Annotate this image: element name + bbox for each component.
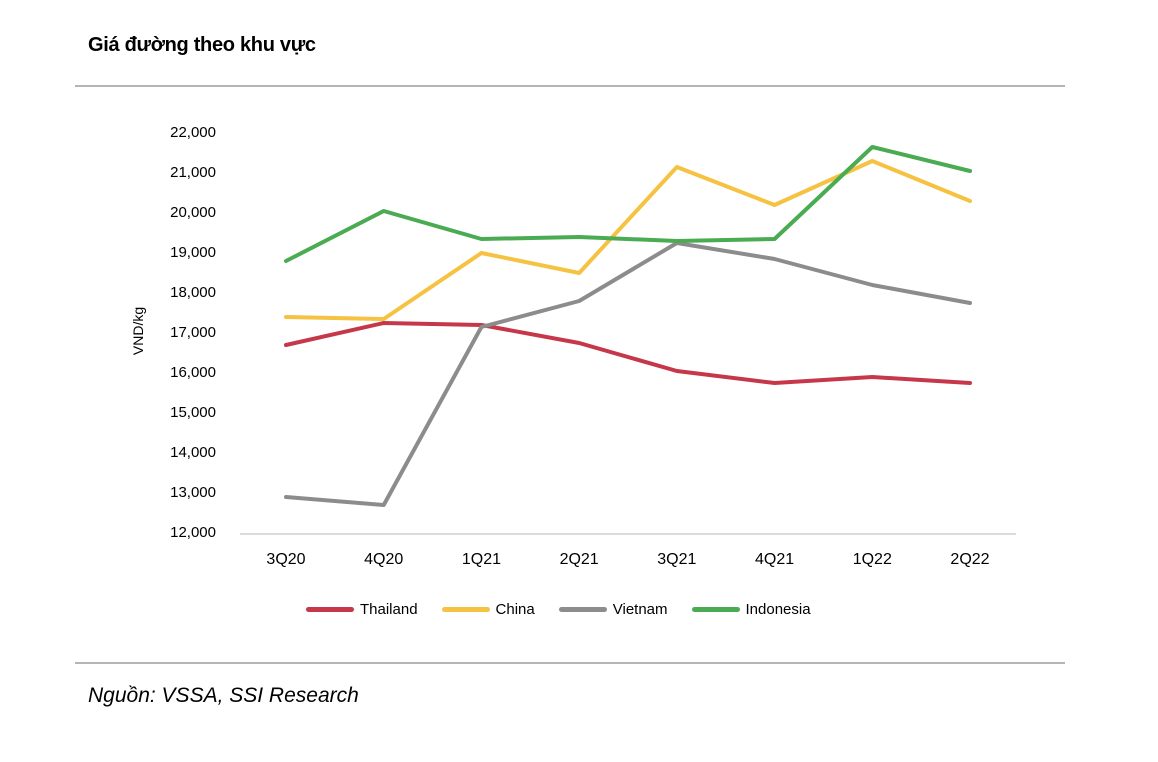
chart-line-vietnam bbox=[284, 241, 972, 507]
y-tick-label: 22,000 bbox=[170, 124, 216, 141]
legend-swatch-thailand bbox=[306, 607, 354, 612]
legend-label-vietnam: Vietnam bbox=[612, 601, 668, 618]
legend-item-thailand: Thailand bbox=[306, 601, 418, 618]
x-tick-label: 4Q20 bbox=[364, 551, 404, 568]
y-tick-label: 16,000 bbox=[170, 364, 216, 381]
y-tick-label: 18,000 bbox=[170, 284, 216, 301]
legend-item-indonesia: Indonesia bbox=[691, 601, 811, 618]
y-tick-label: 12,000 bbox=[170, 524, 216, 541]
chart-line-indonesia bbox=[284, 145, 972, 263]
legend-item-china: China bbox=[441, 601, 535, 618]
legend-swatch-china bbox=[441, 607, 490, 612]
chart-line-china bbox=[284, 159, 972, 321]
y-tick-label: 13,000 bbox=[170, 484, 216, 501]
legend-swatch-vietnam bbox=[558, 607, 607, 612]
legend-item-vietnam: Vietnam bbox=[558, 601, 668, 618]
x-tick-label: 2Q21 bbox=[559, 551, 599, 568]
y-tick-label: 15,000 bbox=[170, 404, 216, 421]
y-tick-label: 19,000 bbox=[170, 244, 216, 261]
legend-swatch-indonesia bbox=[691, 607, 740, 612]
y-tick-label: 20,000 bbox=[170, 204, 216, 221]
x-tick-label: 1Q22 bbox=[852, 551, 892, 568]
legend-label-thailand: Thailand bbox=[360, 601, 418, 618]
legend-label-indonesia: Indonesia bbox=[745, 601, 811, 618]
chart-plot-area bbox=[240, 145, 1016, 535]
legend-label-china: China bbox=[495, 601, 535, 618]
chart-title: Giá đường theo khu vực bbox=[88, 34, 316, 56]
bottom-divider bbox=[75, 662, 1065, 664]
x-tick-label: 1Q21 bbox=[461, 551, 501, 568]
sugar-price-chart: VND/kg 22,000 21,000 20,000 19,000 18,000 17,… bbox=[130, 124, 1016, 618]
chart-legend: Thailand China Vietnam Indonesia bbox=[306, 601, 835, 618]
x-tick-label: 3Q20 bbox=[266, 551, 306, 568]
x-tick-label: 3Q21 bbox=[657, 551, 697, 568]
y-tick-label: 14,000 bbox=[170, 444, 216, 461]
y-tick-label: 21,000 bbox=[170, 164, 216, 181]
top-divider bbox=[75, 85, 1065, 87]
x-tick-label: 2Q22 bbox=[950, 551, 990, 568]
source-note: Nguồn: VSSA, SSI Research bbox=[88, 684, 359, 707]
chart-line-thailand bbox=[284, 321, 972, 385]
x-tick-label: 4Q21 bbox=[754, 551, 795, 568]
y-tick-label: 17,000 bbox=[170, 324, 216, 341]
